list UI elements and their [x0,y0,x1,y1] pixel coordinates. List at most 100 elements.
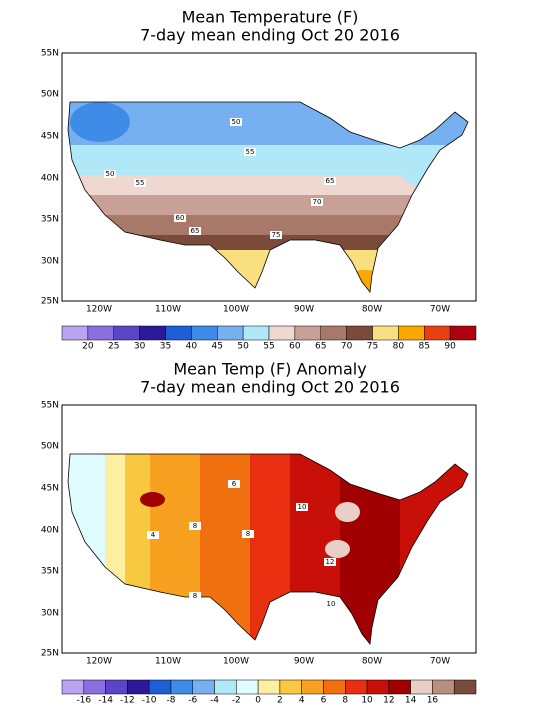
lat-label: 50N [41,90,59,100]
colorbar-swatch [192,679,215,695]
map-panel: Mean Temperature (F)7-day mean ending Oc… [41,8,477,352]
lat-label: 30N [41,609,59,619]
colorbar-label: 12 [383,696,394,706]
colorbar-label: 65 [315,342,326,352]
colorbar-label: 2 [277,696,283,706]
colorbar-label: 4 [299,696,305,706]
lon-label: 70W [430,657,450,667]
region [68,454,105,644]
colorbar-swatch [366,679,390,695]
lon-label: 80W [362,657,382,667]
contour-label-box [134,179,146,187]
colorbar-label: 35 [160,342,171,352]
colorbar-label: 30 [134,342,146,352]
contour-label-box [189,227,201,235]
colorbar-label: 16 [427,696,439,706]
colorbar-swatch [372,325,399,341]
colorbar-label: -12 [120,696,135,706]
map-frame [61,404,477,654]
colorbar-label: 8 [342,696,348,706]
contour-label: 65 [191,227,200,235]
lon-label: 90W [294,657,314,667]
lat-label: 30N [41,257,59,267]
colorbar-swatch [191,325,218,341]
colorbar-swatch [268,325,296,341]
colorbar-label: 90 [444,342,456,352]
colorbar-label: 45 [212,342,223,352]
colorbar-swatch [214,679,237,695]
colorbar-swatch [148,679,172,695]
colorbar-swatch [242,325,270,341]
lon-label: 70W [430,305,450,315]
colorbar-swatch [294,325,321,341]
lat-label: 55N [41,401,59,411]
colorbar-swatch [323,679,346,695]
colorbar-label: -4 [210,696,219,706]
colorbar-swatch [236,679,259,695]
region [325,540,350,558]
colorbar-label: 6 [321,696,327,706]
contour-label-box [189,522,201,530]
contour-label: 50 [232,118,241,126]
contour-label: 50 [106,170,115,178]
colorbar-label: -16 [76,696,91,706]
lat-label: 35N [41,215,59,225]
colorbar-swatch [83,679,106,695]
lat-label: 55N [41,49,59,59]
contour-label-box [174,214,186,222]
colorbar-label: 55 [263,342,274,352]
lon-label: 110W [155,305,181,315]
colorbar-label: 10 [361,696,373,706]
colorbar-swatch [105,679,128,695]
contour-label-box [228,480,240,488]
colorbar-swatch [61,679,85,695]
colorbar-label: -14 [98,696,113,706]
colorbar-swatch [346,325,373,341]
contour-label-box [147,531,159,539]
lat-label: 25N [41,297,59,307]
colorbar-swatch [345,679,368,695]
colorbar-label: 75 [367,342,378,352]
contour-label-box [189,592,201,600]
lat-label: 40N [41,526,59,536]
colorbar-swatch [139,325,166,341]
colorbar-swatch [453,679,477,695]
contour-label: 60 [176,214,185,222]
region [125,454,150,644]
contour-label: 8 [246,530,250,538]
map-fill [68,102,468,292]
contour-label: 10 [298,503,307,511]
colorbar-swatch [87,325,114,341]
colorbar-swatch [301,679,324,695]
contour-label-box [244,148,256,156]
contour-label: 10 [327,600,336,608]
colorbar-swatch [449,325,477,341]
colorbar-label: 25 [108,342,119,352]
contour-label: 55 [136,179,145,187]
contour-label: 8 [193,522,197,530]
lon-label: 110W [155,657,181,667]
contour-label: 6 [232,480,237,488]
contour-label-box [324,177,336,185]
colorbar-swatch [388,679,411,695]
contour-label: 4 [151,531,156,539]
lat-label: 40N [41,174,59,184]
region [68,195,468,215]
contour-label-box [311,198,323,206]
us-outline [67,101,469,293]
contour-label: 70 [313,198,322,206]
region [70,102,130,142]
contour-label-box [104,170,116,178]
colorbar-label: 50 [237,342,249,352]
map-frame [61,52,477,302]
colorbar-swatch [61,325,89,341]
region [200,454,250,644]
colorbar-swatch [165,325,192,341]
lon-label: 120W [86,657,112,667]
colorbar-label: 0 [255,696,261,706]
map-subtitle: 7-day mean ending Oct 20 2016 [140,26,400,45]
lon-label: 90W [294,305,314,315]
region [340,270,390,292]
colorbar-label: 14 [405,696,417,706]
lat-label: 45N [41,132,59,142]
